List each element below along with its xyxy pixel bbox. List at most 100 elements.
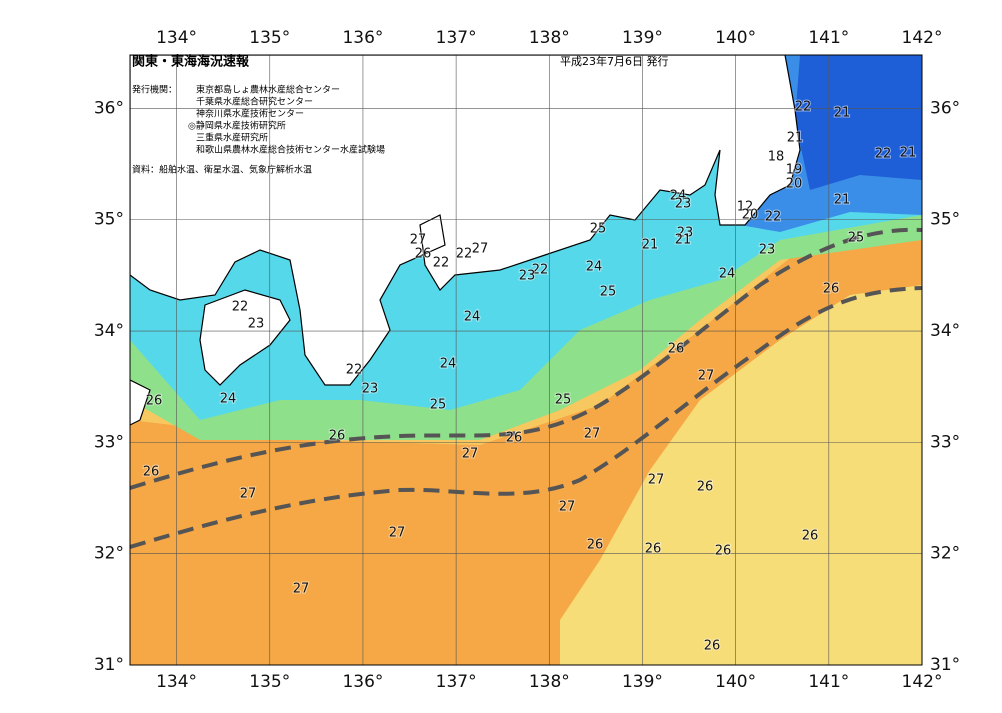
isotherm-label: 25 — [848, 231, 865, 246]
issue-date: 平成23年7月6日 発行 — [560, 54, 669, 68]
current-axis — [130, 286, 922, 549]
isotherm-label: 27 — [293, 582, 310, 597]
isotherm-label: 23 — [677, 226, 694, 241]
isotherm-label: 21 — [834, 106, 851, 121]
isotherm-label: 12 — [737, 200, 754, 215]
issuer: 東京都島しょ農林水産総合センター — [196, 84, 340, 96]
isotherm-label: 21 — [787, 131, 804, 146]
isotherm-label: 27 — [389, 526, 406, 541]
lon-label: 137° — [436, 28, 477, 48]
lat-label: 32° — [930, 544, 960, 564]
isotherm-label: 26 — [823, 282, 840, 297]
isotherm-label: 27 — [472, 242, 489, 257]
isotherm-label: 23 — [362, 382, 379, 397]
isotherm-label: 19 — [786, 163, 803, 178]
isotherm-label: 26 — [697, 480, 714, 495]
isotherm-label: 21 — [834, 193, 851, 208]
lon-label: 138° — [529, 28, 570, 48]
lon-label: 141° — [808, 28, 849, 48]
isotherm-label: 26 — [143, 465, 160, 480]
isotherm-label: 22 — [456, 247, 473, 262]
yellow-water — [560, 285, 922, 665]
sea-surface — [130, 55, 922, 665]
lat-label: 36° — [94, 98, 124, 118]
isotherm-label: 21 — [900, 146, 917, 161]
isotherm-label: 20 — [742, 208, 759, 223]
isotherm-label: 26 — [645, 542, 662, 557]
isotherm-label: 26 — [146, 394, 163, 409]
isotherm-label: 25 — [555, 393, 572, 408]
isotherm-label: 22 — [765, 210, 782, 225]
lat-label: 35° — [930, 210, 960, 230]
isotherm-label: 24 — [586, 260, 603, 275]
isotherm-label: 25 — [590, 222, 607, 237]
lat-label: 35° — [94, 210, 124, 230]
issuer: ◎静岡県水産技術研究所 — [188, 120, 286, 132]
lat-label: 34° — [930, 321, 960, 341]
lat-label: 34° — [94, 321, 124, 341]
isotherm-label: 18 — [768, 150, 785, 165]
lat-label: 33° — [930, 432, 960, 452]
isotherm-label: 25 — [430, 398, 447, 413]
lat-label: 31° — [94, 655, 124, 675]
current-boundary — [130, 227, 922, 490]
lon-label: 139° — [622, 672, 663, 692]
lon-label: 135° — [249, 672, 290, 692]
lon-label: 142° — [902, 28, 943, 48]
issuer: 千葉県水産総合研究センター — [196, 96, 313, 108]
isotherm-label: 22 — [346, 363, 363, 378]
issuer-label: 発行機関： — [132, 84, 177, 96]
isotherm-label: 23 — [675, 197, 692, 212]
isotherm-label: 26 — [715, 544, 732, 559]
isotherm-label: 23 — [759, 243, 776, 258]
lat-label: 32° — [94, 544, 124, 564]
lon-label: 139° — [622, 28, 663, 48]
isotherm-label: 26 — [802, 529, 819, 544]
isotherm-label: 21 — [642, 238, 659, 253]
isotherm-label: 24 — [440, 357, 457, 372]
lon-label: 141° — [808, 672, 849, 692]
isotherm-label: 27 — [410, 233, 427, 248]
isotherm-label: 27 — [648, 473, 665, 488]
lon-label: 135° — [249, 28, 290, 48]
isotherm-label: 22 — [875, 147, 892, 162]
isotherm-label: 27 — [462, 447, 479, 462]
isotherm-label: 26 — [329, 429, 346, 444]
isotherm-label: 25 — [600, 285, 617, 300]
lon-label: 136° — [342, 672, 383, 692]
lon-label: 134° — [156, 672, 197, 692]
isotherm-label: 23 — [248, 317, 265, 332]
isotherm-label: 27 — [240, 487, 257, 502]
isotherm-label: 22 — [433, 256, 450, 271]
lon-label: 137° — [436, 672, 477, 692]
lon-label: 134° — [156, 28, 197, 48]
lon-label: 136° — [342, 28, 383, 48]
lon-label: 142° — [902, 672, 943, 692]
isotherm-label: 26 — [506, 431, 523, 446]
isotherm-label: 24 — [670, 189, 687, 204]
deep-blue-water — [795, 55, 922, 190]
isotherm-label: 24 — [464, 310, 481, 325]
lat-label: 36° — [930, 98, 960, 118]
isotherm-label: 22 — [232, 300, 249, 315]
isotherm-label: 27 — [559, 500, 576, 515]
isotherm-label: 23 — [519, 269, 536, 284]
isotherm-label: 22 — [795, 100, 812, 115]
map-frame — [129, 54, 923, 666]
land-kyushu — [130, 379, 151, 426]
isotherm-label: 27 — [698, 369, 715, 384]
lat-label: 33° — [94, 432, 124, 452]
isotherm-label: 21 — [675, 233, 692, 248]
isotherm-label: 26 — [587, 538, 604, 553]
issuer: 神奈川県水産技術センター — [196, 108, 304, 120]
isotherm-label: 26 — [415, 247, 432, 262]
lon-label: 140° — [715, 672, 756, 692]
isotherm-label: 26 — [668, 342, 685, 357]
issuer: 三重県水産研究所 — [196, 132, 268, 144]
isotherm-label: 27 — [584, 427, 601, 442]
isotherm-label: 26 — [704, 639, 721, 654]
isotherm-label: 24 — [719, 267, 736, 282]
lat-label: 31° — [930, 655, 960, 675]
